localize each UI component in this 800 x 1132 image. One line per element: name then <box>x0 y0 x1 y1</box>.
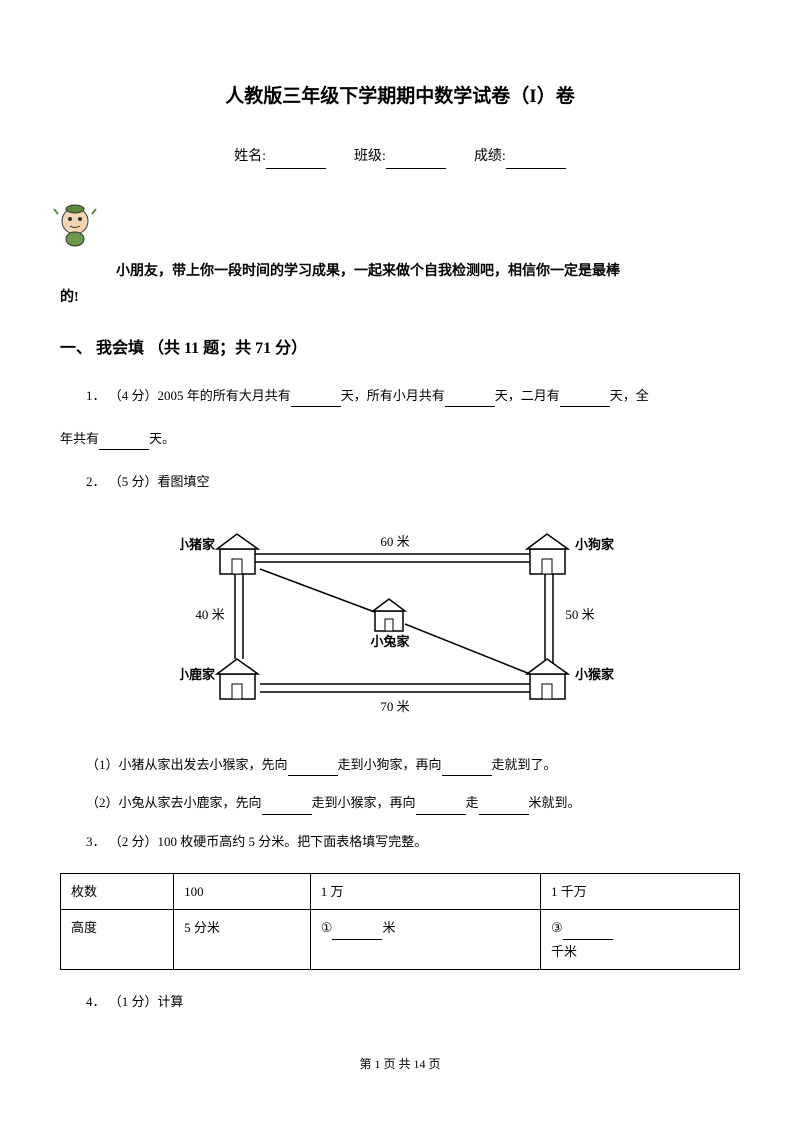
q1-blank-2[interactable] <box>445 391 495 407</box>
question-3: 3． （2 分）100 枚硬币高约 5 分米。把下面表格填写完整。 <box>60 830 740 853</box>
q2s2-blank-2[interactable] <box>416 799 466 815</box>
q2s2-text-2: 走到小猴家，再向 <box>312 795 416 810</box>
label-deer: 小鹿家 <box>180 667 216 682</box>
table-row: 高度 5 分米 ①米 ③ 千米 <box>61 910 740 970</box>
cell-r1c3: 1 万 <box>310 874 540 910</box>
label-60: 60 米 <box>380 534 409 549</box>
label-70: 70 米 <box>380 699 409 714</box>
cell-r1c2: 100 <box>174 874 311 910</box>
q2s1-blank-2[interactable] <box>442 761 492 777</box>
q1-text-1: 1． （4 分）2005 年的所有大月共有 <box>86 388 291 403</box>
label-rabbit: 小兔家 <box>370 634 410 649</box>
mascot-row <box>60 199 740 249</box>
question-1: 1． （4 分）2005 年的所有大月共有 天，所有小月共有 天，二月有 天，全 <box>60 384 740 407</box>
q2s2-text-3: 走 <box>466 795 479 810</box>
q1-text-2: 天，所有小月共有 <box>341 388 445 403</box>
cell-r2c1: 高度 <box>61 910 174 970</box>
page-footer: 第 1 页 共 14 页 <box>60 1054 740 1076</box>
class-blank[interactable] <box>386 153 446 170</box>
class-label: 班级: <box>354 149 386 164</box>
cell-r2c3: ①米 <box>310 910 540 970</box>
q2-diagram-container: 小猪家 小狗家 小兔家 小鹿家 小猴家 60 米 40 米 50 米 70 米 <box>60 514 740 733</box>
mascot-icon <box>50 199 100 249</box>
question-4: 4． （1 分）计算 <box>60 990 740 1013</box>
q1-text-4: 天，全 <box>610 388 649 403</box>
q2s1-blank-1[interactable] <box>288 761 338 777</box>
label-pig: 小猪家 <box>180 537 216 552</box>
cell-r1c4: 1 千万 <box>541 874 740 910</box>
q2s2-blank-3[interactable] <box>479 799 529 815</box>
q2s1-text-3: 走就到了。 <box>492 757 557 772</box>
r2c3-blank[interactable] <box>332 924 382 940</box>
label-50: 50 米 <box>565 607 594 622</box>
cell-r2c2: 5 分米 <box>174 910 311 970</box>
score-blank[interactable] <box>506 153 566 170</box>
table-row: 枚数 100 1 万 1 千万 <box>61 874 740 910</box>
q1-text-6: 天。 <box>149 431 175 446</box>
label-monkey: 小猴家 <box>575 667 615 682</box>
r2c3-suffix: 米 <box>382 920 395 935</box>
r2c4-line2: 千米 <box>551 944 577 959</box>
q2-sub2: （2）小兔从家去小鹿家，先向 走到小猴家，再向 走 米就到。 <box>60 791 740 814</box>
page-title: 人教版三年级下学期期中数学试卷（I）卷 <box>60 80 740 114</box>
cell-r2c4: ③ 千米 <box>541 910 740 970</box>
q2s1-text-1: （1）小猪从家出发去小猴家，先向 <box>86 757 288 772</box>
r2c3-prefix: ① <box>321 920 333 935</box>
label-dog: 小狗家 <box>575 537 615 552</box>
q1-blank-3[interactable] <box>560 391 610 407</box>
score-label: 成绩: <box>474 149 506 164</box>
intro-line2: 的! <box>60 285 740 310</box>
r2c4-prefix: ③ <box>551 920 563 935</box>
q1-blank-1[interactable] <box>291 391 341 407</box>
q1-text-3: 天，二月有 <box>495 388 560 403</box>
q2-sub1: （1）小猪从家出发去小猴家，先向 走到小狗家，再向 走就到了。 <box>60 753 740 776</box>
cell-r1c1: 枚数 <box>61 874 174 910</box>
question-1-cont: 年共有 天。 <box>60 427 740 450</box>
name-label: 姓名: <box>234 149 266 164</box>
q2-map-diagram: 小猪家 小狗家 小兔家 小鹿家 小猴家 60 米 40 米 50 米 70 米 <box>180 514 620 724</box>
section-1-title: 一、 我会填 （共 11 题；共 71 分） <box>60 335 740 364</box>
q2s2-text-4: 米就到。 <box>529 795 581 810</box>
name-blank[interactable] <box>266 153 326 170</box>
question-2: 2． （5 分）看图填空 <box>60 470 740 493</box>
header-fields: 姓名: 班级: 成绩: <box>60 144 740 169</box>
intro-line1: 小朋友，带上你一段时间的学习成果，一起来做个自我检测吧，相信你一定是最棒 <box>60 259 740 284</box>
label-40: 40 米 <box>195 607 224 622</box>
q1-text-5: 年共有 <box>60 431 99 446</box>
q1-blank-4[interactable] <box>99 435 149 451</box>
q2s2-text-1: （2）小兔从家去小鹿家，先向 <box>86 795 262 810</box>
q2s2-blank-1[interactable] <box>262 799 312 815</box>
q2s1-text-2: 走到小狗家，再向 <box>338 757 442 772</box>
r2c4-blank[interactable] <box>563 924 613 940</box>
q3-table: 枚数 100 1 万 1 千万 高度 5 分米 ①米 ③ 千米 <box>60 873 740 970</box>
